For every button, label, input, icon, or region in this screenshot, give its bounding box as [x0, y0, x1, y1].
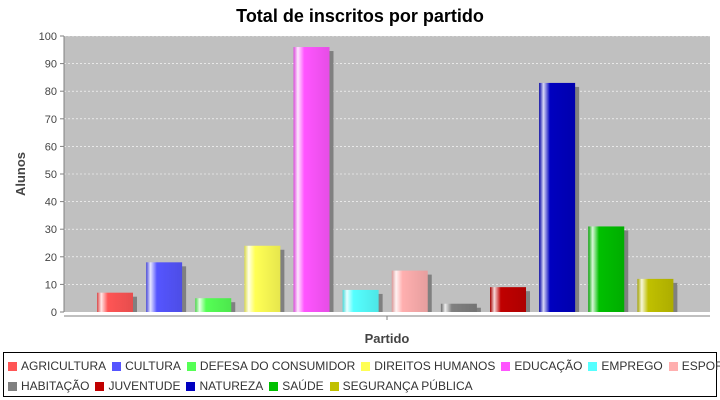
legend-item: JUVENTUDE	[95, 379, 180, 393]
legend-item: CULTURA	[112, 359, 181, 373]
legend-item: SEGURANÇA PÚBLICA	[329, 379, 473, 393]
legend-swatch	[95, 381, 105, 391]
bars	[97, 47, 678, 312]
legend-item: AGRICULTURA	[8, 359, 106, 373]
legend-label: AGRICULTURA	[21, 359, 107, 373]
legend-label: EMPREGO	[601, 359, 663, 373]
bar-segurança-pública	[637, 278, 674, 312]
y-tick-label: 20	[45, 252, 57, 264]
y-axis-ticks: 0 10 20 30 40 50 60 70 80 90 100	[39, 31, 64, 319]
x-axis-label: Partido	[365, 331, 410, 346]
legend-swatch	[588, 361, 598, 371]
legend-label: DIREITOS HUMANOS	[374, 359, 496, 373]
legend-item: EMPREGO	[588, 359, 663, 373]
legend-swatch	[112, 361, 122, 371]
y-tick-label: 30	[45, 224, 57, 236]
legend-row: AGRICULTURA CULTURA DEFESA DO CONSUMIDOR DI…	[8, 357, 720, 375]
bar-saúde	[588, 226, 625, 312]
y-axis-label: Alunos	[13, 152, 28, 196]
legend-item: DIREITOS HUMANOS	[361, 359, 495, 373]
chart-title: Total de inscritos por partido	[236, 6, 484, 26]
bar-habitação	[440, 303, 477, 312]
y-tick-label: 60	[45, 141, 57, 153]
legend-item: SAÚDE	[269, 379, 324, 393]
legend-label: DEFESA DO CONSUMIDOR	[199, 359, 356, 373]
bar-defesa-do-consumidor	[195, 298, 232, 312]
bar-direitos-humanos	[244, 245, 281, 312]
legend-swatch	[329, 381, 339, 391]
legend-row: HABITAÇÃO JUVENTUDE NATUREZA SAÚDE SEGURANÇA…	[8, 377, 479, 395]
bar-emprego	[342, 289, 379, 312]
legend-swatch	[501, 361, 511, 371]
y-tick-label: 40	[45, 197, 57, 209]
y-tick-label: 90	[45, 59, 57, 71]
bar-agricultura	[97, 292, 133, 312]
legend-label: NATUREZA	[199, 379, 264, 393]
legend-swatch	[361, 361, 371, 371]
legend-swatch	[269, 381, 279, 391]
legend-label: SEGURANÇA PÚBLICA	[342, 379, 473, 393]
legend-swatch	[8, 381, 17, 391]
legend-item: EDUCAÇÃO	[501, 359, 582, 373]
legend-label: ESPORTES	[681, 359, 720, 373]
legend-swatch	[668, 361, 678, 371]
y-tick-label: 10	[45, 279, 57, 291]
legend-item: HABITAÇÃO	[8, 379, 89, 393]
legend-label: SAÚDE	[282, 379, 324, 393]
legend: AGRICULTURA CULTURA DEFESA DO CONSUMIDOR DI…	[3, 352, 720, 397]
bar-esportes	[391, 270, 428, 312]
bar-chart: Total de inscritos por partido 0 10 20 30 40…	[13, 6, 710, 346]
legend-swatch	[8, 361, 17, 371]
y-tick-label: 50	[45, 169, 57, 181]
legend-item: DEFESA DO CONSUMIDOR	[186, 359, 356, 373]
y-tick-label: 100	[39, 31, 57, 43]
legend-item: ESPORTES	[668, 359, 720, 373]
y-tick-label: 0	[51, 307, 57, 319]
y-tick-label: 80	[45, 86, 57, 98]
legend-label: EDUCAÇÃO	[514, 359, 583, 373]
bar-natureza	[539, 82, 576, 312]
legend-label: JUVENTUDE	[108, 379, 181, 393]
legend-swatch	[186, 361, 196, 371]
y-tick-label: 70	[45, 114, 57, 126]
legend-swatch	[186, 381, 196, 391]
legend-label: CULTURA	[125, 359, 181, 373]
bar-cultura	[146, 262, 183, 312]
legend-label: HABITAÇÃO	[21, 379, 90, 393]
bar-educação	[293, 47, 330, 312]
legend-item: NATUREZA	[186, 379, 263, 393]
bar-juventude	[490, 287, 527, 312]
